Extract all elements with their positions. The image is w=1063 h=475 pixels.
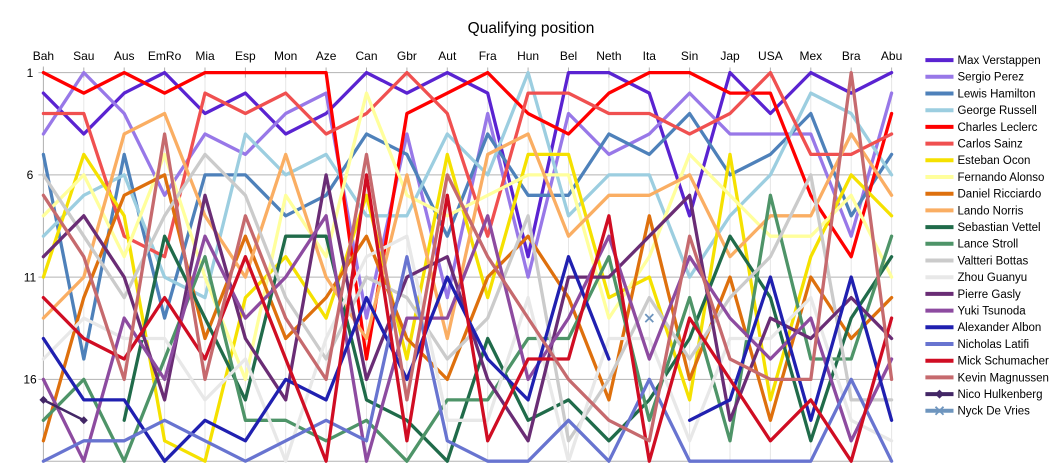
svg-text:Neth: Neth — [596, 49, 621, 63]
svg-text:11: 11 — [24, 270, 37, 284]
svg-text:Lewis Hamilton: Lewis Hamilton — [958, 88, 1036, 100]
svg-text:Valtteri Bottas: Valtteri Bottas — [958, 255, 1029, 267]
svg-text:Pierre Gasly: Pierre Gasly — [958, 289, 1022, 301]
svg-text:Yuki Tsunoda: Yuki Tsunoda — [958, 306, 1027, 318]
svg-text:Gbr: Gbr — [397, 49, 417, 63]
svg-text:Mia: Mia — [195, 49, 215, 63]
svg-text:Aze: Aze — [316, 49, 337, 63]
svg-text:Charles Leclerc: Charles Leclerc — [958, 122, 1038, 134]
svg-text:Alexander Albon: Alexander Albon — [958, 322, 1042, 334]
svg-text:Nico Hulkenberg: Nico Hulkenberg — [958, 389, 1043, 401]
svg-text:6: 6 — [27, 168, 34, 182]
svg-text:Fra: Fra — [479, 49, 497, 63]
svg-text:EmRo: EmRo — [148, 49, 182, 63]
svg-text:Sebastian Vettel: Sebastian Vettel — [958, 222, 1041, 234]
svg-text:Sergio Perez: Sergio Perez — [958, 72, 1025, 84]
svg-text:Zhou Guanyu: Zhou Guanyu — [958, 272, 1028, 284]
svg-text:Bra: Bra — [842, 49, 861, 63]
svg-text:Nyck De Vries: Nyck De Vries — [958, 406, 1031, 418]
svg-text:Bel: Bel — [560, 49, 577, 63]
svg-text:USA: USA — [758, 49, 783, 63]
svg-text:Abu: Abu — [881, 49, 902, 63]
svg-text:Fernando Alonso: Fernando Alonso — [958, 172, 1045, 184]
svg-text:Mex: Mex — [799, 49, 822, 63]
svg-text:George Russell: George Russell — [958, 105, 1037, 117]
svg-text:Lando Norris: Lando Norris — [958, 205, 1024, 217]
svg-text:Mon: Mon — [274, 49, 297, 63]
svg-text:Kevin Magnussen: Kevin Magnussen — [958, 372, 1049, 384]
svg-text:1: 1 — [27, 66, 34, 80]
svg-text:Lance Stroll: Lance Stroll — [958, 239, 1019, 251]
svg-text:Nicholas Latifi: Nicholas Latifi — [958, 339, 1030, 351]
svg-text:Ita: Ita — [643, 49, 657, 63]
svg-text:Mick Schumacher: Mick Schumacher — [958, 356, 1050, 368]
svg-text:Bah: Bah — [33, 49, 54, 63]
svg-text:Qualifying position: Qualifying position — [468, 20, 595, 37]
svg-text:16: 16 — [23, 373, 37, 387]
svg-text:Esteban Ocon: Esteban Ocon — [958, 155, 1031, 167]
svg-text:Jap: Jap — [720, 49, 740, 63]
svg-text:Can: Can — [355, 49, 377, 63]
svg-text:Sau: Sau — [73, 49, 94, 63]
svg-text:Sin: Sin — [681, 49, 698, 63]
svg-text:Aut: Aut — [438, 49, 457, 63]
svg-text:Esp: Esp — [235, 49, 256, 63]
svg-text:Daniel Ricciardo: Daniel Ricciardo — [958, 189, 1042, 201]
svg-text:Max Verstappen: Max Verstappen — [958, 55, 1041, 67]
svg-text:Aus: Aus — [114, 49, 135, 63]
svg-text:Carlos Sainz: Carlos Sainz — [958, 139, 1023, 151]
svg-text:Hun: Hun — [517, 49, 539, 63]
